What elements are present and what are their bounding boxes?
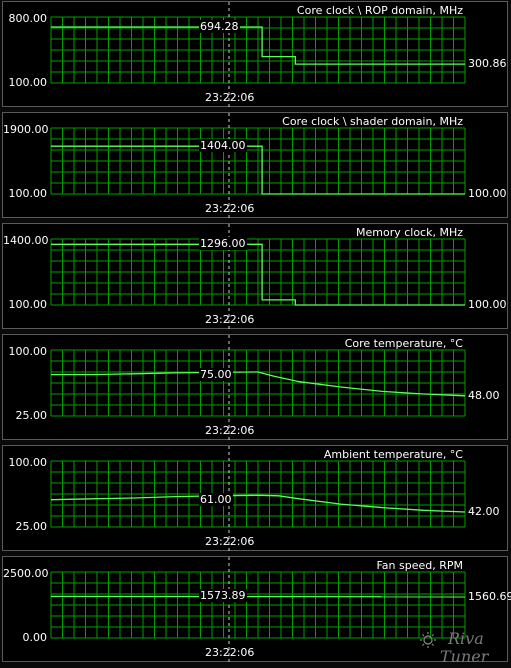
graph-title: Fan speed, RPM [376,559,463,572]
graph-panel-1[interactable]: Core clock \ shader domain, MHz 1900.00 10… [2,112,508,219]
graph-title: Memory clock, MHz [355,226,463,239]
grid [50,349,466,417]
graph-panel-3[interactable]: Core temperature, °C 100.00 25.00 23:22:06 4… [2,334,508,441]
graph-title: Core clock \ shader domain, MHz [282,115,463,128]
grid [50,16,466,84]
current-value: 100.00 [468,187,507,200]
cursor-value: 1296.00 [199,237,247,251]
grid [50,238,466,306]
grid [50,127,466,195]
graph-plot [50,446,466,552]
y-axis-min: 100.00 [8,298,48,311]
logo-riva: Riva [447,629,484,648]
current-value: 100.00 [468,298,507,311]
graph-plot [50,2,466,108]
cursor-time: 23:22:06 [205,424,255,437]
y-axis-min: 25.00 [15,409,48,422]
current-value: 42.00 [468,505,500,519]
current-value: 300.86 [468,57,507,71]
cursor-value: 1404.00 [199,139,247,153]
cursor-value: 694.28 [199,19,240,33]
graph-title: Ambient temperature, °C [323,448,463,461]
rivatuner-logo: Riva Tuner [420,629,490,666]
current-value: 48.00 [468,388,500,402]
graph-panel-4[interactable]: Ambient temperature, °C 100.00 25.00 23:22:… [2,445,508,552]
graph-panel-2[interactable]: Memory clock, MHz 1400.00 100.00 23:22:06 10… [2,223,508,330]
graph-plot [50,557,466,663]
graph-title: Core temperature, °C [344,337,463,350]
cursor-time: 23:22:06 [205,535,255,548]
cursor-value: 75.00 [199,367,233,381]
y-axis-max: 1400.00 [3,234,49,247]
y-axis-max: 800.00 [8,12,48,25]
graph-plot [50,224,466,330]
y-axis-max: 100.00 [8,345,48,358]
graph-plot [50,335,466,441]
current-value: 1560.69 [468,589,511,603]
cursor-value: 61.00 [199,492,233,506]
sensor-trace [51,145,465,195]
graph-panel-0[interactable]: Core clock \ ROP domain, MHz 800.00 100.00… [2,1,508,108]
sensor-trace [50,494,466,513]
graph-title: Core clock \ ROP domain, MHz [296,4,463,17]
grid [50,571,466,639]
cursor-time: 23:22:06 [205,646,255,659]
y-axis-max: 2500.00 [3,567,49,580]
cursor-value: 1573.89 [199,589,247,603]
y-axis-min: 0.00 [22,631,48,644]
cursor-time: 23:22:06 [205,91,255,104]
graph-plot [50,113,466,219]
sensor-trace [51,371,466,397]
y-axis-min: 100.00 [8,187,48,200]
y-axis-min: 25.00 [15,520,48,533]
logo-tuner: Tuner [440,647,490,666]
y-axis-max: 1900.00 [3,123,49,136]
cursor-time: 23:22:06 [205,202,255,215]
grid [50,460,466,528]
cursor-time: 23:22:06 [205,313,255,326]
y-axis-max: 100.00 [8,456,48,469]
y-axis-min: 100.00 [8,76,48,89]
